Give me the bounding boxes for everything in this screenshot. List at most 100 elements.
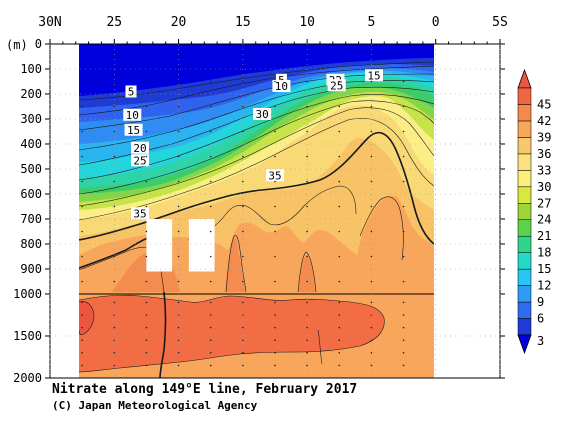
colorbar-segment: [517, 219, 532, 237]
sample-dot: [338, 339, 341, 342]
sample-dot: [242, 255, 244, 258]
sample-dot: [338, 155, 341, 158]
colorbar-label: 3: [537, 334, 544, 348]
band-below: [79, 44, 434, 96]
colorbar-label: 27: [537, 196, 551, 210]
colorbar-segment: [517, 186, 532, 204]
contour-label-bg: [125, 85, 137, 98]
sample-dot: [306, 352, 308, 354]
contour-thick: [79, 237, 149, 269]
band-39-mid3: [298, 255, 316, 292]
sample-dot: [306, 105, 308, 108]
sample-dot: [209, 230, 212, 233]
sample-dot: [177, 230, 180, 233]
x-tick-label: 5S: [492, 15, 508, 30]
sample-dot: [145, 280, 148, 283]
colorbar-label: 36: [537, 147, 551, 161]
contour-thin: [79, 94, 434, 181]
sample-dot: [370, 352, 373, 354]
sample-dot: [209, 255, 212, 258]
sample-dot: [370, 105, 373, 108]
sample-dot: [81, 105, 83, 108]
x-tick-label: 25: [106, 15, 122, 30]
sample-dot: [209, 352, 212, 354]
sample-dot: [177, 130, 180, 133]
sample-dot: [402, 155, 405, 158]
sample-dot: [242, 130, 244, 133]
sample-dot: [177, 364, 180, 367]
sample-dot: [177, 352, 180, 354]
x-tick-label: 5: [368, 15, 376, 30]
contour-label-bg: [275, 73, 287, 86]
sample-dot: [274, 301, 276, 304]
sample-dot: [113, 180, 116, 183]
x-tick-label: 30N: [38, 15, 61, 30]
colorbar-label: 30: [537, 180, 551, 194]
y-axis-unit: (m): [6, 38, 28, 52]
contour-label-bg: [131, 207, 149, 220]
sample-dot: [306, 280, 308, 283]
sample-dot: [306, 180, 308, 183]
colorbar-label: 18: [537, 246, 551, 260]
sample-dot: [338, 130, 341, 133]
sample-dot: [338, 255, 341, 258]
sample-dot: [242, 230, 244, 233]
contour-label: 25: [330, 79, 343, 92]
y-tick-label: 600: [20, 187, 42, 201]
chart-title: Nitrate along 149°E line, February 2017: [52, 382, 357, 397]
colorbar-segment: [517, 137, 532, 155]
sample-dot: [177, 180, 180, 183]
contour-thin: [187, 185, 357, 241]
sample-dot: [306, 80, 308, 83]
sample-dot: [177, 339, 180, 342]
sample-dot: [338, 280, 341, 283]
colorbar-label: 21: [537, 229, 551, 243]
y-tick-label: 800: [20, 237, 42, 251]
sample-dot: [306, 339, 308, 342]
sample-dot: [242, 80, 244, 83]
sample-dot: [306, 301, 308, 304]
x-tick-label: 15: [235, 15, 251, 30]
sample-dot: [338, 105, 341, 108]
sample-dot: [177, 155, 180, 158]
colorbar-bottom-arrow: [517, 334, 532, 355]
contour-thick-deep: [159, 291, 167, 378]
sample-dot: [145, 180, 148, 183]
sample-dot: [306, 205, 308, 208]
sample-dot: [177, 105, 180, 108]
colorbar-segment: [517, 252, 532, 270]
band-42: [79, 295, 385, 372]
sample-dot: [274, 352, 276, 354]
sample-dot: [402, 80, 405, 83]
sample-dot: [274, 180, 276, 183]
sample-dot: [370, 180, 373, 183]
colorbar-label: 45: [537, 97, 551, 111]
colorbar-label: 15: [537, 262, 551, 276]
sample-dot: [402, 280, 405, 283]
y-tick-label: 900: [20, 262, 42, 276]
contour-label-bg: [124, 123, 143, 136]
sample-dot: [81, 155, 83, 158]
sample-dot: [402, 352, 405, 354]
sample-dot: [338, 180, 341, 183]
contour-label: 25: [133, 154, 146, 167]
sample-dot: [402, 230, 405, 233]
sample-dot: [145, 255, 148, 258]
credit-text: (C) Japan Meteorological Agency: [52, 399, 258, 412]
sample-dot: [306, 364, 308, 367]
sample-dot: [242, 326, 244, 329]
sample-dot: [81, 130, 83, 133]
sample-dot: [306, 326, 308, 329]
sample-dot: [370, 205, 373, 208]
colorbar-segment: [517, 87, 532, 105]
sample-dot: [402, 105, 405, 108]
sample-dot: [338, 80, 341, 83]
contour-thin: [359, 196, 404, 261]
contour-labels: 510152025355102225153035: [123, 69, 383, 220]
contour-label-bg: [266, 169, 284, 182]
sample-dot: [242, 155, 244, 158]
y-tick-label: 0: [35, 37, 42, 51]
colorbar-label: 12: [537, 279, 551, 293]
sample-dot: [177, 280, 180, 283]
